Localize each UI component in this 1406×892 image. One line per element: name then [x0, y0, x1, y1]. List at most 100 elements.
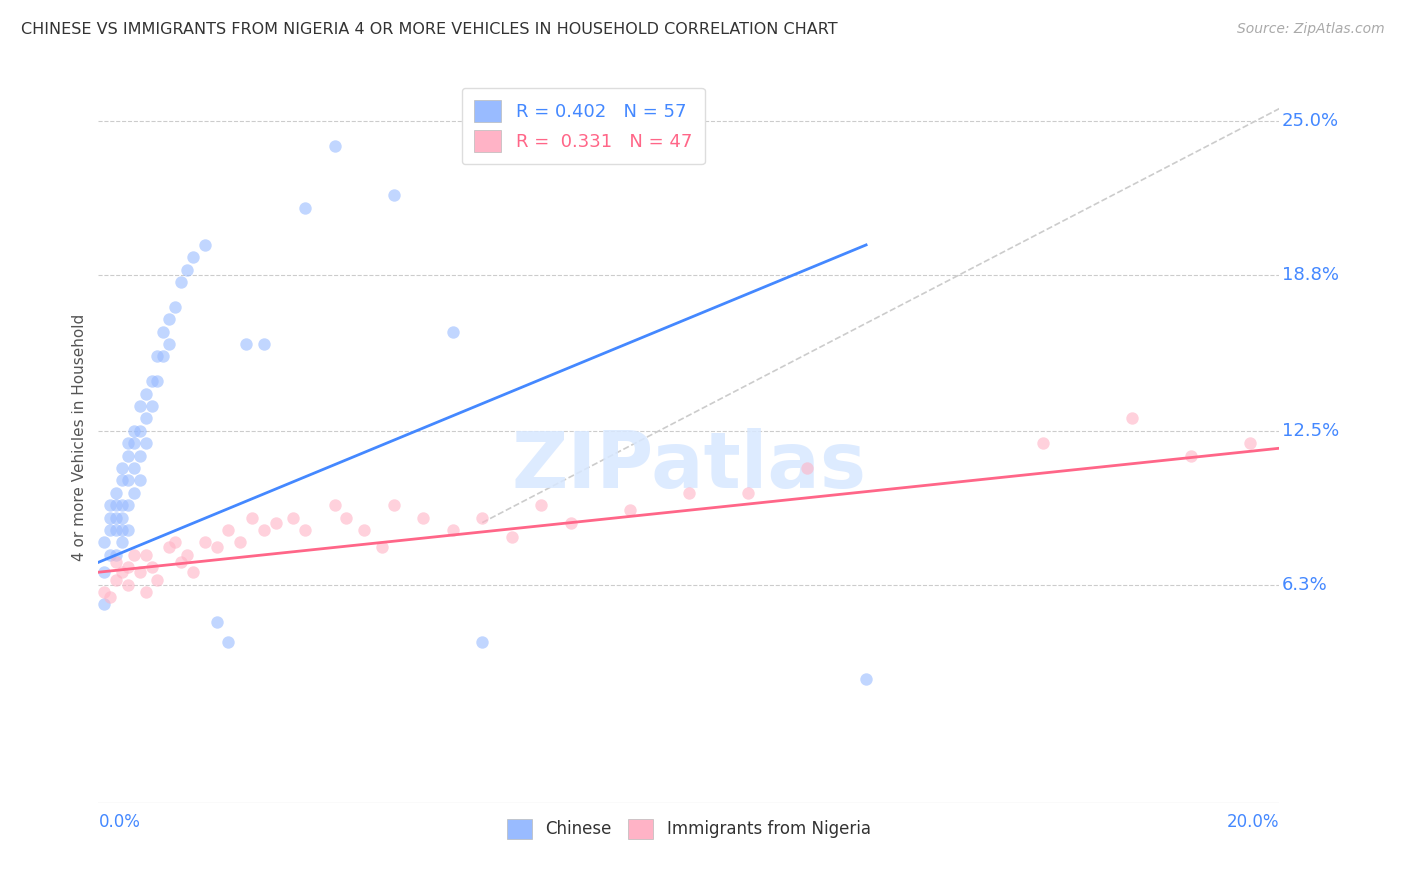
Point [1180, 449, 1202, 463]
Point [264, 516, 287, 530]
Point [105, 486, 128, 500]
Point [135, 548, 157, 562]
Point [335, 510, 357, 524]
Point [323, 498, 346, 512]
Point [105, 548, 128, 562]
Text: 12.5%: 12.5% [1282, 422, 1339, 440]
Point [217, 634, 239, 648]
Point [98, 523, 121, 537]
Point [152, 325, 174, 339]
Point [93, 565, 115, 579]
Point [157, 312, 180, 326]
Point [105, 510, 128, 524]
Point [194, 535, 217, 549]
Point [141, 399, 163, 413]
Point [98, 590, 121, 604]
Point [111, 565, 134, 579]
Text: 18.8%: 18.8% [1282, 266, 1339, 284]
Point [117, 474, 139, 488]
Point [135, 386, 157, 401]
Point [141, 560, 163, 574]
Point [135, 585, 157, 599]
Point [181, 250, 204, 264]
Point [93, 535, 115, 549]
Point [146, 350, 169, 364]
Point [501, 531, 523, 545]
Point [141, 374, 163, 388]
Point [98, 510, 121, 524]
Point [111, 535, 134, 549]
Point [111, 510, 134, 524]
Point [205, 541, 228, 555]
Point [128, 399, 150, 413]
Point [128, 474, 150, 488]
Point [146, 374, 169, 388]
Point [105, 555, 128, 569]
Point [117, 498, 139, 512]
Point [294, 201, 316, 215]
Point [122, 486, 145, 500]
Point [217, 523, 239, 537]
Point [128, 449, 150, 463]
Point [111, 474, 134, 488]
Point [855, 672, 877, 686]
Point [165, 300, 187, 314]
Point [105, 523, 128, 537]
Point [135, 411, 157, 425]
Point [128, 565, 150, 579]
Point [205, 615, 228, 629]
Point [146, 573, 169, 587]
Y-axis label: 4 or more Vehicles in Household: 4 or more Vehicles in Household [72, 313, 87, 561]
Point [165, 535, 187, 549]
Point [176, 548, 198, 562]
Point [117, 436, 139, 450]
Point [471, 634, 494, 648]
Point [170, 275, 193, 289]
Point [1239, 436, 1261, 450]
Point [176, 262, 198, 277]
Point [93, 585, 115, 599]
Point [117, 523, 139, 537]
Point [382, 188, 405, 202]
Text: 25.0%: 25.0% [1282, 112, 1339, 130]
Point [737, 486, 759, 500]
Point [560, 516, 582, 530]
Point [117, 449, 139, 463]
Point [412, 510, 434, 524]
Point [283, 510, 305, 524]
Point [194, 238, 217, 252]
Point [253, 523, 276, 537]
Point [135, 436, 157, 450]
Point [105, 573, 128, 587]
Point [181, 565, 204, 579]
Point [111, 498, 134, 512]
Text: 20.0%: 20.0% [1227, 813, 1279, 830]
Point [1032, 436, 1054, 450]
Point [170, 555, 193, 569]
Point [105, 498, 128, 512]
Point [530, 498, 553, 512]
Point [117, 577, 139, 591]
Point [122, 461, 145, 475]
Point [111, 523, 134, 537]
Point [157, 337, 180, 351]
Point [229, 535, 252, 549]
Point [441, 325, 464, 339]
Point [353, 523, 375, 537]
Point [111, 461, 134, 475]
Point [382, 498, 405, 512]
Text: 0.0%: 0.0% [98, 813, 141, 830]
Point [371, 541, 394, 555]
Point [323, 138, 346, 153]
Point [98, 548, 121, 562]
Point [93, 598, 115, 612]
Point [471, 510, 494, 524]
Legend: Chinese, Immigrants from Nigeria: Chinese, Immigrants from Nigeria [501, 812, 877, 846]
Text: 6.3%: 6.3% [1282, 575, 1327, 593]
Point [128, 424, 150, 438]
Point [294, 523, 316, 537]
Point [157, 541, 180, 555]
Text: CHINESE VS IMMIGRANTS FROM NIGERIA 4 OR MORE VEHICLES IN HOUSEHOLD CORRELATION C: CHINESE VS IMMIGRANTS FROM NIGERIA 4 OR … [21, 22, 838, 37]
Point [240, 510, 263, 524]
Point [678, 486, 700, 500]
